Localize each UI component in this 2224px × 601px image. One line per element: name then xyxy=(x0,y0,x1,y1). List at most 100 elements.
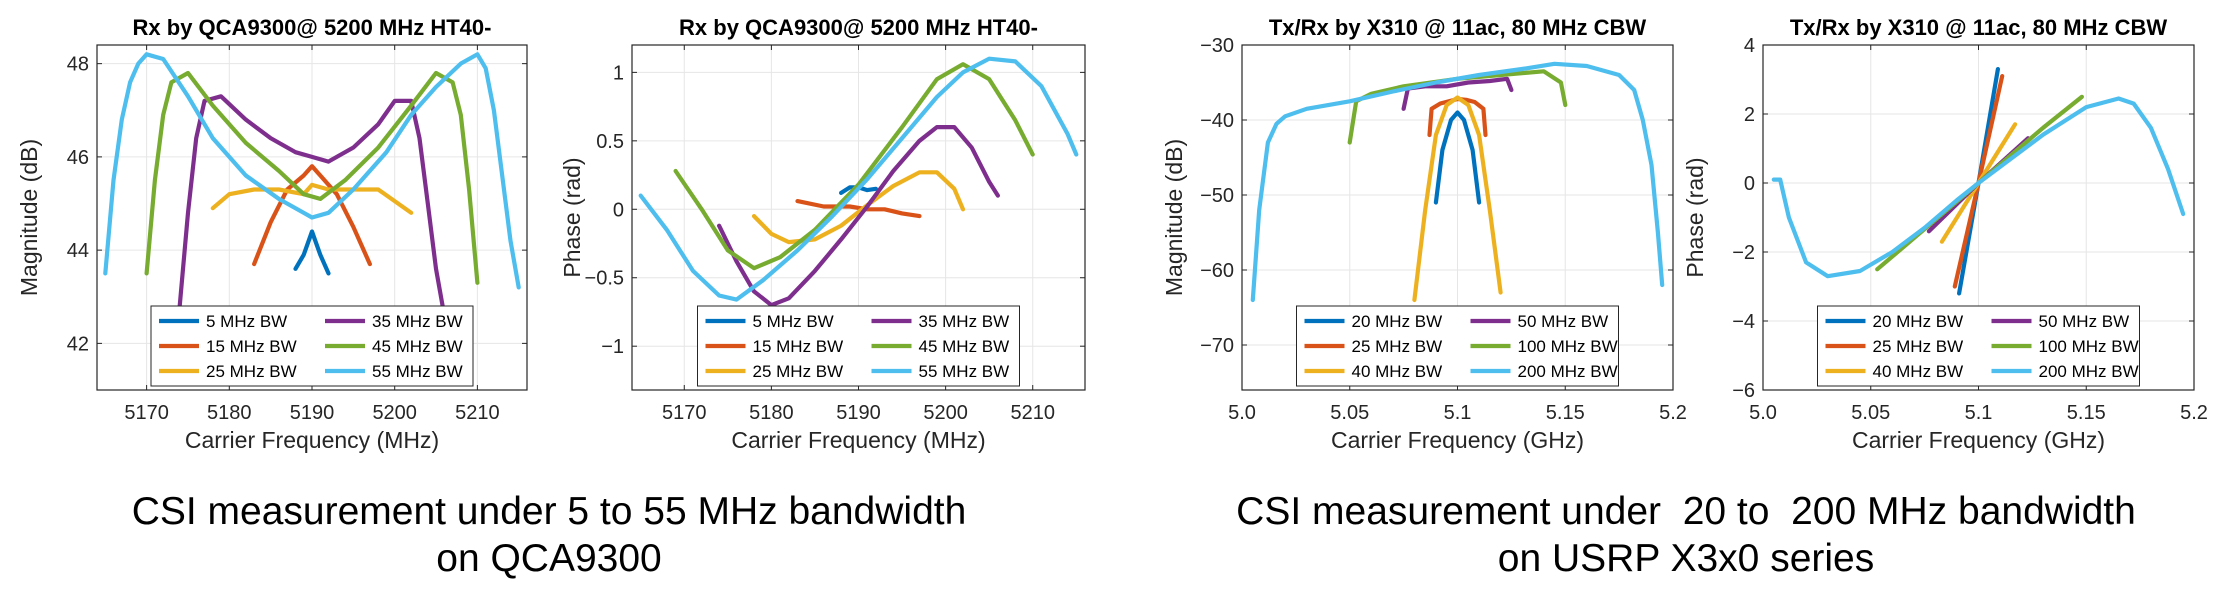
y-tick-label: 0 xyxy=(1744,173,1755,195)
x-tick-label: 5200 xyxy=(923,402,968,424)
y-axis-label: Phase (rad) xyxy=(559,157,585,277)
legend-entry: 40 MHz BW xyxy=(1352,362,1443,381)
y-tick-label: 44 xyxy=(67,240,89,262)
legend-entry: 15 MHz BW xyxy=(753,337,844,356)
legend-entry: 50 MHz BW xyxy=(2039,312,2130,331)
legend-entry: 100 MHz BW xyxy=(2039,337,2139,356)
legend: 5 MHz BW 15 MHz BW 25 MHz BW 35 MHz BW 45 MH… xyxy=(150,305,474,387)
x-tick-label: 5190 xyxy=(836,402,881,424)
y-tick-label: 48 xyxy=(67,54,89,76)
x-tick-label: 5170 xyxy=(662,402,707,424)
legend-entry: 200 MHz BW xyxy=(2039,362,2139,381)
y-tick-label: −0.5 xyxy=(585,268,624,290)
x-tick-label: 5210 xyxy=(1010,402,1055,424)
x-axis-label: Carrier Frequency (MHz) xyxy=(185,427,439,453)
y-tick-label: 0.5 xyxy=(596,131,624,153)
x-tick-label: 5190 xyxy=(290,402,335,424)
x-tick-label: 5170 xyxy=(124,402,169,424)
y-tick-label: −50 xyxy=(1200,185,1234,207)
legend-entry: 25 MHz BW xyxy=(1873,337,1964,356)
x-tick-label: 5.15 xyxy=(1546,402,1585,424)
caption-right: CSI measurement under 20 to 200 MHz band… xyxy=(1186,488,2186,582)
legend-entry: 35 MHz BW xyxy=(919,312,1010,331)
legend: 20 MHz BW 25 MHz BW 40 MHz BW 50 MHz BW 100 … xyxy=(1296,305,1619,387)
caption-left-line2: on QCA9300 xyxy=(436,537,662,580)
legend: 5 MHz BW 15 MHz BW 25 MHz BW 35 MHz BW 45 MH… xyxy=(697,305,1020,387)
caption-left: CSI measurement under 5 to 55 MHz bandwi… xyxy=(49,488,1049,582)
x-tick-label: 5.0 xyxy=(1228,402,1256,424)
y-axis-label: Magnitude (dB) xyxy=(1161,139,1187,296)
x-tick-label: 5.1 xyxy=(1965,402,1993,424)
series-line-6 xyxy=(638,56,1079,302)
chart-title: Rx by QCA9300@ 5200 MHz HT40- xyxy=(679,15,1038,40)
legend-box xyxy=(1817,305,2140,387)
chart-4: 5.0 5.05 5.1 5.15 5.2 −6 −4 −2 0 2 4 Tx/Rx by X310 … xyxy=(1682,15,2208,453)
y-tick-label: −4 xyxy=(1732,311,1755,333)
legend-entry: 5 MHz BW xyxy=(753,312,834,331)
legend-entry: 25 MHz BW xyxy=(206,362,297,381)
y-tick-label: −6 xyxy=(1732,380,1755,402)
series-line-1 xyxy=(293,229,331,276)
caption-left-line1: CSI measurement under 5 to 55 MHz bandwi… xyxy=(131,490,967,533)
caption-right-line2: on USRP X3x0 series xyxy=(1497,537,1875,580)
legend-box xyxy=(1296,305,1619,387)
y-tick-label: 0 xyxy=(613,199,624,221)
y-tick-label: −30 xyxy=(1200,35,1234,57)
x-tick-label: 5.05 xyxy=(1851,402,1890,424)
y-tick-label: −2 xyxy=(1732,242,1755,264)
series-line-3 xyxy=(1412,95,1503,303)
legend-entry: 20 MHz BW xyxy=(1873,312,1964,331)
legend-entry: 15 MHz BW xyxy=(206,337,297,356)
legend-entry: 50 MHz BW xyxy=(1518,312,1609,331)
x-tick-label: 5.0 xyxy=(1749,402,1777,424)
y-axis-label: Magnitude (dB) xyxy=(16,139,42,296)
y-tick-label: −70 xyxy=(1200,335,1234,357)
charts-layer: 5170 5180 5190 5200 5210 42 44 46 48 Rx by QCA930… xyxy=(16,15,2208,453)
y-tick-label: −60 xyxy=(1200,260,1234,282)
y-tick-label: 1 xyxy=(613,62,624,84)
x-tick-label: 5.2 xyxy=(1659,402,1687,424)
legend-box xyxy=(697,305,1020,387)
x-tick-label: 5200 xyxy=(372,402,417,424)
x-tick-label: 5.05 xyxy=(1330,402,1369,424)
legend-entry: 40 MHz BW xyxy=(1873,362,1964,381)
legend: 20 MHz BW 25 MHz BW 40 MHz BW 50 MHz BW 100 … xyxy=(1817,305,2140,387)
legend-entry: 55 MHz BW xyxy=(919,362,1010,381)
series-line-3 xyxy=(210,182,414,215)
series-line-1 xyxy=(1433,110,1482,205)
y-tick-label: −1 xyxy=(601,336,624,358)
x-tick-label: 5210 xyxy=(455,402,500,424)
legend-entry: 20 MHz BW xyxy=(1352,312,1443,331)
x-axis-label: Carrier Frequency (GHz) xyxy=(1331,427,1584,453)
series-line-6 xyxy=(1250,61,1665,303)
legend-entry: 25 MHz BW xyxy=(1352,337,1443,356)
y-tick-label: 42 xyxy=(67,333,89,355)
y-axis-label: Phase (rad) xyxy=(1682,157,1708,277)
chart-3: 5.0 5.05 5.1 5.15 5.2 −70 −60 −50 −40 −30 Tx/Rx by… xyxy=(1161,15,1687,453)
y-tick-label: 46 xyxy=(67,147,89,169)
legend-entry: 35 MHz BW xyxy=(372,312,463,331)
series-line-6 xyxy=(1771,96,2186,279)
legend-entry: 55 MHz BW xyxy=(372,362,463,381)
series-line-5 xyxy=(144,70,480,285)
y-tick-label: 4 xyxy=(1744,35,1755,57)
chart-2: 5170 5180 5190 5200 5210 −1 −0.5 0 0.5 1 Rx by QCA… xyxy=(559,15,1086,453)
chart-title: Tx/Rx by X310 @ 11ac, 80 MHz CBW xyxy=(1790,15,2168,40)
series-line-2 xyxy=(252,164,372,267)
chart-1: 5170 5180 5190 5200 5210 42 44 46 48 Rx by QCA930… xyxy=(16,15,528,453)
x-tick-label: 5.1 xyxy=(1444,402,1472,424)
legend-entry: 25 MHz BW xyxy=(753,362,844,381)
x-tick-label: 5.2 xyxy=(2180,402,2208,424)
caption-right-line1: CSI measurement under 20 to 200 MHz band… xyxy=(1236,490,2136,533)
legend-entry: 100 MHz BW xyxy=(1518,337,1618,356)
series-line-4 xyxy=(177,94,447,318)
x-tick-label: 5.15 xyxy=(2067,402,2106,424)
chart-title: Rx by QCA9300@ 5200 MHz HT40- xyxy=(133,15,492,40)
legend-entry: 5 MHz BW xyxy=(206,312,287,331)
x-axis-label: Carrier Frequency (GHz) xyxy=(1852,427,2105,453)
x-tick-label: 5180 xyxy=(207,402,252,424)
x-tick-label: 5180 xyxy=(749,402,794,424)
series-line-5 xyxy=(673,62,1035,271)
series-line-4 xyxy=(716,124,1001,308)
